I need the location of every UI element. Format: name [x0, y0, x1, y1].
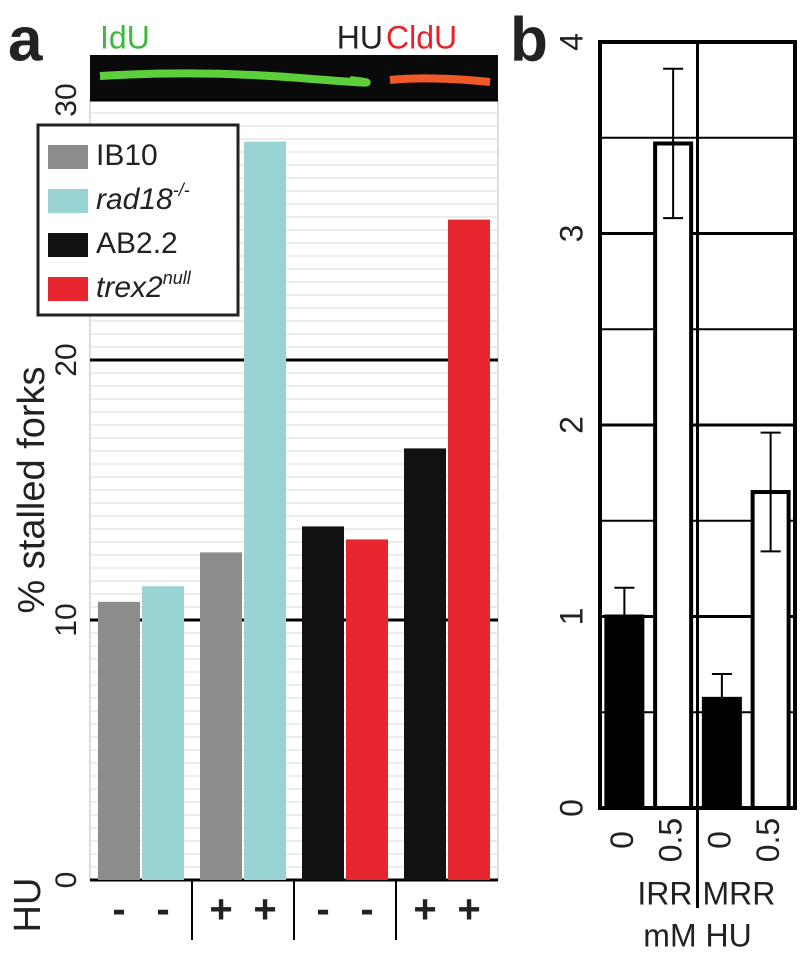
- bar: [448, 220, 490, 880]
- legend-label: IB10: [96, 139, 158, 172]
- legend-swatch: [48, 189, 88, 213]
- y-tick-label: 2: [553, 416, 589, 434]
- legend-superscript: -/-: [173, 180, 190, 200]
- legend-label: AB2.2: [96, 227, 178, 260]
- legend-swatch: [48, 277, 88, 301]
- legend-swatch: [48, 145, 88, 169]
- x-tick-label: -: [156, 888, 169, 932]
- y-tick-label: 0: [553, 799, 589, 817]
- bar: [302, 526, 344, 880]
- bar: [244, 142, 286, 880]
- x-tick-label: +: [413, 888, 436, 932]
- y-tick-label: 10: [50, 603, 83, 636]
- y-tick-label: 0: [50, 872, 83, 889]
- legend: IB10 rad18-/- AB2.2 trex2null: [38, 125, 238, 315]
- image-label: IdU: [100, 19, 150, 55]
- legend-superscript: null: [163, 268, 192, 288]
- legend-name: AB2.2: [96, 227, 178, 260]
- image-label: HU: [337, 19, 383, 55]
- group-label: IRR: [637, 875, 692, 911]
- x-tick-label: +: [457, 888, 480, 932]
- y-tick-label: 4: [553, 33, 589, 51]
- x-axis-label: mM HU: [643, 917, 751, 953]
- x-tick-label: +: [209, 888, 232, 932]
- panel-label: b: [510, 5, 548, 74]
- x-tick-label: -: [360, 888, 373, 932]
- y-tick-label: 3: [553, 225, 589, 243]
- y-tick-label: 20: [50, 343, 83, 376]
- y-tick-label: 1: [553, 608, 589, 626]
- figure: aIdUHUCldU0102030% stalled forksHU--++--…: [0, 0, 800, 955]
- legend-name: rad18: [96, 183, 173, 216]
- legend-swatch: [48, 233, 88, 257]
- bar: [200, 552, 242, 880]
- image-label: CldU: [386, 19, 457, 55]
- x-tick-label: -: [112, 888, 125, 932]
- x-axis-label: HU: [7, 878, 49, 933]
- legend-name: IB10: [96, 139, 158, 172]
- group-label: MRR: [703, 875, 776, 911]
- x-tick-label: 0: [701, 831, 737, 849]
- panel-label: a: [8, 5, 43, 74]
- bar: [142, 586, 184, 880]
- y-tick-label: 30: [50, 83, 83, 116]
- x-tick-label: 0.5: [653, 818, 689, 862]
- y-axis-label: % stalled forks: [11, 366, 53, 613]
- legend-name: trex2: [96, 271, 163, 304]
- x-tick-label: -: [316, 888, 329, 932]
- bar: [655, 143, 691, 808]
- cldu-track: [390, 78, 490, 82]
- x-tick-label: +: [253, 888, 276, 932]
- bar: [98, 602, 140, 880]
- x-tick-label: 0.5: [750, 818, 786, 862]
- bar: [346, 539, 388, 880]
- x-tick-label: 0: [604, 831, 640, 849]
- bar: [404, 448, 446, 880]
